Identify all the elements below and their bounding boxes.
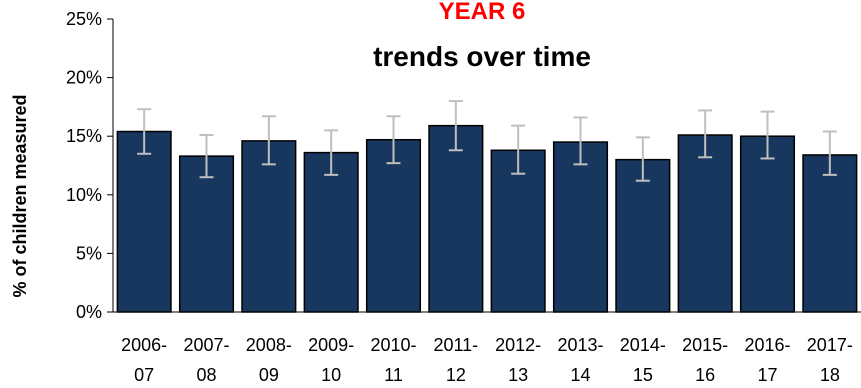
bar	[116, 130, 172, 313]
y-tick-label: 15%	[66, 126, 102, 146]
x-tick-label-line1: 2017-	[807, 335, 853, 355]
x-tick-label-line1: 2016-	[744, 335, 790, 355]
x-tick-label-line1: 2009-	[308, 335, 354, 355]
x-tick-label-line2: 18	[820, 365, 840, 385]
x-tick-label-line1: 2011-	[433, 335, 478, 355]
y-tick-label: 20%	[66, 68, 102, 88]
bar	[365, 138, 422, 313]
bar	[552, 141, 609, 313]
y-tick-label: 10%	[66, 185, 102, 205]
y-tick-label: 5%	[76, 243, 102, 263]
x-tick-label-line2: 09	[259, 365, 279, 385]
bar	[739, 135, 796, 313]
x-tick-label-line1: 2012-	[495, 335, 541, 355]
x-tick-label-line2: 13	[508, 365, 528, 385]
bar	[677, 134, 733, 313]
y-tick-label: 0%	[76, 302, 102, 322]
bar	[428, 124, 484, 313]
y-tick-label: 25%	[66, 9, 102, 29]
y-axis-ticks: 0% 5% 10% 15% 20% 25%	[66, 9, 113, 322]
x-tick-label-line1: 2007-	[183, 335, 229, 355]
x-tick-label-line2: 15	[633, 365, 653, 385]
x-tick-label-line2: 08	[196, 365, 216, 385]
bar	[241, 140, 297, 313]
chart-title-line2: trends over time	[373, 41, 591, 72]
x-tick-label-line1: 2014-	[620, 335, 666, 355]
bar	[802, 154, 858, 313]
bar	[178, 155, 235, 313]
y-axis-label: % of children measured	[10, 94, 30, 297]
x-tick-label-line1: 2015-	[682, 335, 728, 355]
x-axis-ticks: 2006- 07 2007- 08 2008- 09 2009- 10 2010- 11 2011-…	[121, 335, 853, 385]
x-tick-label-line2: 12	[446, 365, 466, 385]
x-tick-label-line2: 16	[695, 365, 715, 385]
x-tick-label-line1: 2006-	[121, 335, 167, 355]
x-tick-label-line2: 07	[134, 365, 154, 385]
x-tick-label-line2: 14	[570, 365, 590, 385]
x-tick-label-line2: 17	[757, 365, 777, 385]
chart-title-line1: YEAR 6	[439, 0, 526, 25]
x-tick-label-line1: 2013-	[557, 335, 603, 355]
x-tick-label-line1: 2010-	[370, 335, 416, 355]
x-tick-label-line2: 11	[384, 365, 403, 385]
bar	[303, 151, 359, 313]
x-tick-label-line2: 10	[321, 365, 341, 385]
error-bars	[137, 100, 837, 182]
bar	[615, 158, 671, 313]
x-tick-label-line1: 2008-	[246, 335, 292, 355]
bars	[116, 124, 858, 313]
